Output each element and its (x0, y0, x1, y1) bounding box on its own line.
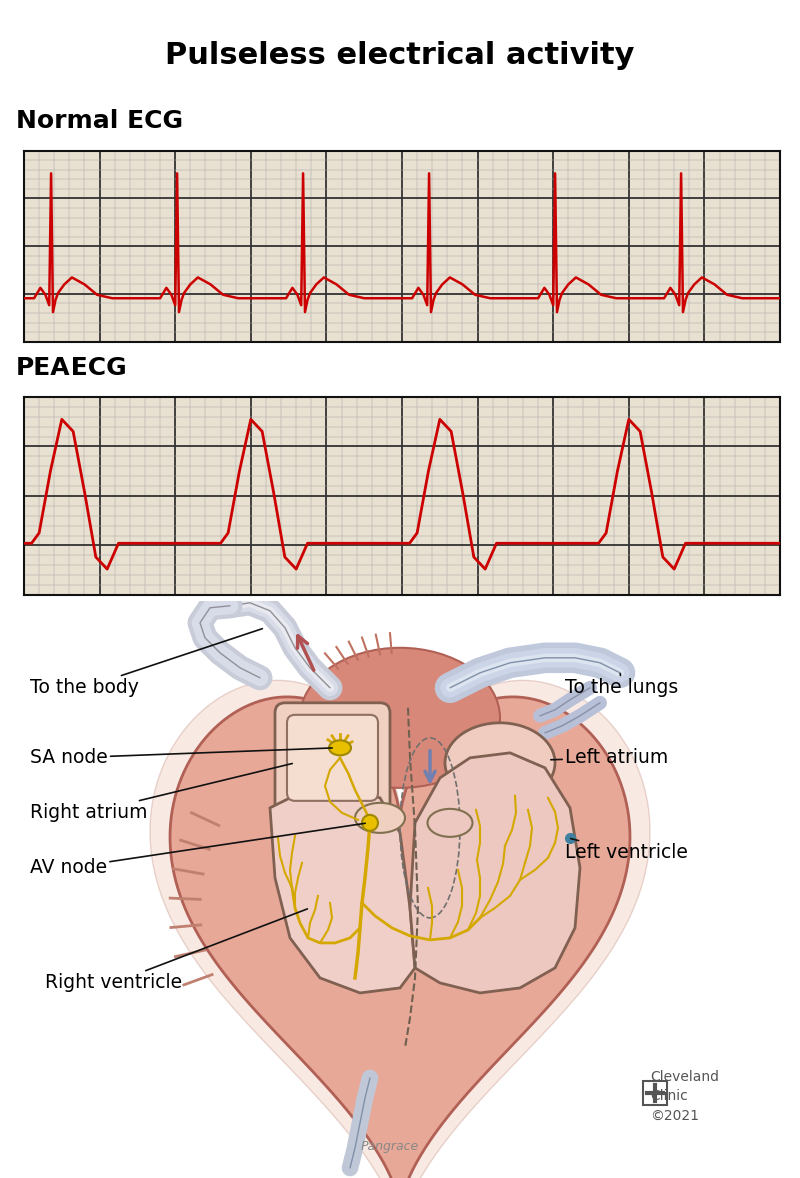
Text: ECG: ECG (62, 357, 126, 380)
Text: Pulseless electrical activity: Pulseless electrical activity (166, 41, 634, 71)
Polygon shape (270, 788, 415, 993)
Polygon shape (410, 753, 580, 993)
Text: To the body: To the body (30, 629, 262, 697)
Ellipse shape (300, 648, 500, 788)
Text: Cleveland
Clinic
©2021: Cleveland Clinic ©2021 (650, 1070, 719, 1123)
Text: AV node: AV node (30, 823, 366, 878)
Ellipse shape (445, 723, 555, 803)
Text: Left atrium: Left atrium (550, 748, 668, 767)
Ellipse shape (427, 809, 473, 836)
Ellipse shape (355, 803, 405, 833)
Text: Right atrium: Right atrium (30, 763, 292, 822)
Circle shape (362, 815, 378, 830)
Text: Right ventricle: Right ventricle (45, 909, 307, 992)
Ellipse shape (329, 740, 351, 755)
Text: Pangrace: Pangrace (361, 1140, 419, 1153)
Text: Normal ECG: Normal ECG (16, 110, 183, 133)
Text: SA node: SA node (30, 748, 332, 767)
Polygon shape (170, 697, 630, 1178)
Polygon shape (150, 681, 650, 1178)
Text: To the lungs: To the lungs (565, 674, 678, 697)
Text: PEA: PEA (16, 357, 70, 380)
FancyBboxPatch shape (275, 703, 390, 813)
FancyBboxPatch shape (287, 715, 378, 801)
Text: Left ventricle: Left ventricle (565, 839, 688, 862)
